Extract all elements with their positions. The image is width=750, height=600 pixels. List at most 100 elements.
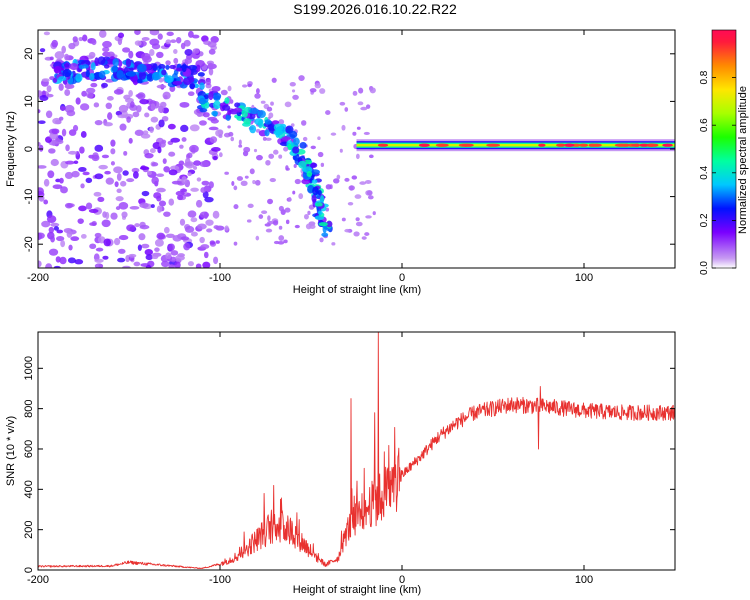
noise-cell bbox=[43, 178, 50, 187]
noise-cell bbox=[93, 102, 100, 108]
noise-cell bbox=[128, 253, 137, 258]
spectrogram-xtick-label: 100 bbox=[575, 272, 593, 284]
noise-cell bbox=[310, 145, 316, 150]
noise-cell bbox=[187, 210, 197, 218]
carrier-peak bbox=[564, 143, 574, 147]
colorbar-tick-label: 0.8 bbox=[699, 70, 710, 84]
noise-cell bbox=[207, 41, 217, 48]
upper-band-cell bbox=[175, 67, 183, 72]
descending-arc-cell bbox=[225, 114, 231, 121]
noise-cell bbox=[90, 82, 98, 88]
noise-cell bbox=[361, 236, 367, 240]
noise-cell bbox=[65, 160, 75, 165]
noise-cell bbox=[363, 131, 370, 135]
noise-cell bbox=[172, 234, 182, 242]
noise-cell bbox=[360, 106, 368, 111]
noise-cell bbox=[333, 178, 340, 184]
heatmap-cells bbox=[38, 30, 675, 268]
noise-cell bbox=[309, 224, 316, 229]
noise-cell bbox=[224, 225, 229, 231]
noise-cell bbox=[255, 235, 260, 241]
noise-cell bbox=[209, 136, 218, 144]
noise-cell bbox=[269, 178, 276, 183]
noise-cell bbox=[110, 212, 118, 220]
noise-cell bbox=[126, 224, 136, 232]
noise-cell bbox=[38, 232, 43, 241]
noise-cell bbox=[368, 154, 374, 159]
noise-cell bbox=[168, 243, 175, 251]
upper-band-cell bbox=[158, 63, 166, 70]
noise-cell bbox=[355, 153, 360, 160]
noise-cell bbox=[165, 252, 172, 260]
noise-cell bbox=[139, 166, 150, 171]
descending-arc-cell bbox=[249, 107, 260, 115]
upper-band-cell bbox=[85, 69, 90, 78]
noise-cell bbox=[134, 30, 141, 36]
noise-cell bbox=[151, 176, 159, 185]
upper-band-cell bbox=[117, 60, 123, 68]
noise-cell bbox=[80, 183, 85, 189]
descending-arc-cell bbox=[301, 178, 311, 185]
noise-cell bbox=[89, 222, 97, 226]
noise-cell bbox=[156, 187, 166, 193]
upper-band-cell bbox=[151, 71, 160, 81]
descending-arc-cell bbox=[233, 107, 243, 113]
noise-cell bbox=[129, 205, 140, 210]
descending-arc-cell bbox=[306, 171, 313, 178]
noise-cell bbox=[179, 144, 184, 149]
carrier-peak bbox=[556, 143, 566, 147]
noise-cell bbox=[158, 119, 165, 128]
noise-cell bbox=[66, 109, 76, 117]
colorbar-gradient bbox=[711, 29, 737, 269]
noise-cell bbox=[208, 126, 219, 131]
noise-cell bbox=[283, 146, 289, 152]
noise-cell bbox=[354, 194, 362, 199]
noise-cell bbox=[150, 204, 155, 209]
noise-cell bbox=[150, 116, 159, 123]
noise-cell bbox=[319, 237, 324, 243]
noise-cell bbox=[173, 57, 179, 64]
upper-band-cell bbox=[194, 83, 199, 89]
noise-cell bbox=[267, 116, 271, 120]
colorbar-ticks: 0.0 0.2 0.4 0.6 0.8 bbox=[699, 70, 736, 275]
noise-cell bbox=[165, 233, 175, 238]
noise-cell bbox=[344, 228, 351, 233]
noise-cell bbox=[156, 84, 167, 89]
noise-cell bbox=[192, 34, 200, 39]
noise-cell bbox=[119, 123, 127, 131]
descending-arc-cell bbox=[298, 160, 307, 169]
noise-cell bbox=[213, 256, 219, 265]
noise-cell bbox=[66, 230, 73, 238]
noise-cell bbox=[317, 136, 321, 141]
noise-cell bbox=[271, 77, 277, 83]
noise-cell bbox=[176, 36, 182, 44]
noise-cell bbox=[116, 172, 122, 181]
noise-cell bbox=[292, 190, 296, 195]
upper-band-cell bbox=[165, 64, 170, 70]
noise-cell bbox=[218, 134, 223, 138]
noise-cell bbox=[61, 45, 67, 54]
noise-cell bbox=[104, 170, 111, 175]
noise-cell bbox=[105, 102, 113, 110]
noise-cell bbox=[117, 114, 127, 119]
noise-cell bbox=[64, 171, 74, 180]
noise-cell bbox=[302, 136, 308, 142]
upper-band-cell bbox=[137, 78, 143, 84]
noise-cell bbox=[128, 89, 133, 97]
noise-cell bbox=[79, 146, 85, 154]
noise-cell bbox=[162, 158, 167, 164]
descending-arc-cell bbox=[299, 141, 307, 149]
noise-cell bbox=[38, 120, 46, 124]
noise-cell bbox=[228, 131, 234, 137]
noise-cell bbox=[89, 243, 97, 250]
noise-cell bbox=[233, 185, 238, 191]
noise-cell bbox=[319, 88, 326, 94]
noise-cell bbox=[181, 176, 187, 185]
noise-cell bbox=[75, 97, 81, 105]
noise-cell bbox=[67, 257, 76, 264]
upper-band-cell bbox=[126, 70, 137, 77]
noise-cell bbox=[64, 89, 71, 96]
noise-cell bbox=[94, 173, 104, 180]
descending-arc-cell bbox=[221, 104, 231, 111]
